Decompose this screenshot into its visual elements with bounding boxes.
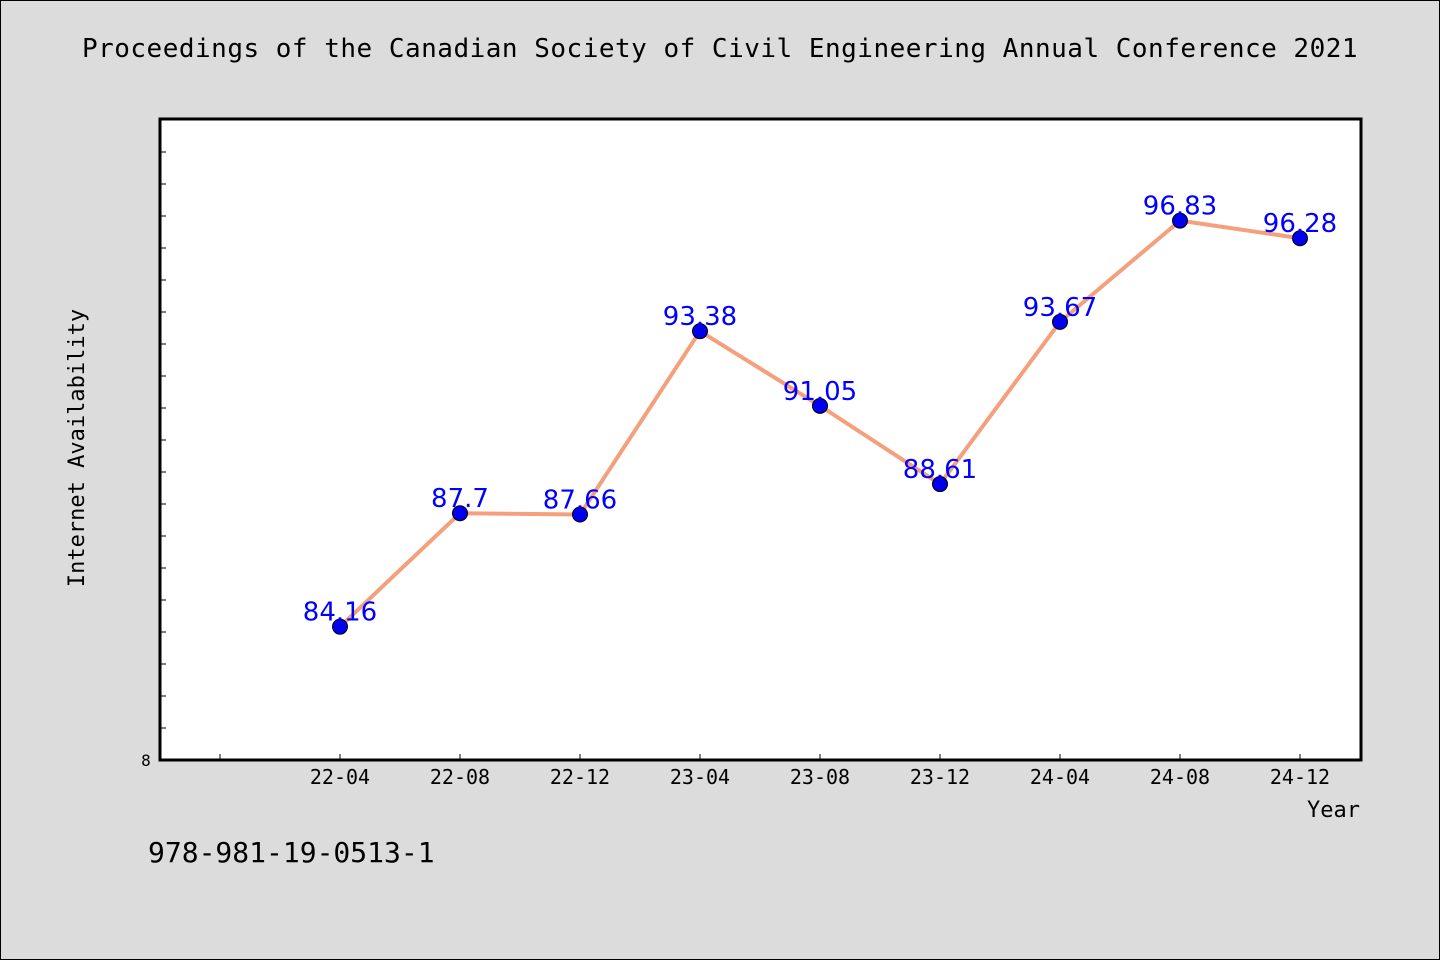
x-axis-ticks bbox=[219, 754, 1301, 760]
data-label: 96.28 bbox=[1263, 209, 1337, 239]
data-point bbox=[1172, 212, 1188, 229]
x-tick-label: 23-12 bbox=[910, 765, 970, 789]
x-axis-tick-labels: 22-04 22-08 22-12 23-04 23-08 23-12 24-04 24-08… bbox=[310, 765, 1330, 789]
y-axis-tick-label: 8 bbox=[141, 751, 151, 770]
x-tick-label: 24-04 bbox=[1030, 765, 1090, 789]
x-tick-label: 24-12 bbox=[1270, 765, 1330, 789]
data-label: 88.61 bbox=[903, 455, 977, 485]
data-point bbox=[572, 506, 588, 523]
data-label: 96.83 bbox=[1143, 192, 1217, 222]
chart-title: Proceedings of the Canadian Society of C… bbox=[81, 34, 1359, 64]
y-axis-label: Internet Availability bbox=[65, 309, 90, 587]
data-label: 93.67 bbox=[1023, 293, 1097, 323]
data-label: 91.05 bbox=[783, 377, 857, 407]
y-axis-ticks bbox=[160, 151, 166, 729]
data-point bbox=[812, 397, 828, 414]
x-tick-label: 24-08 bbox=[1150, 765, 1210, 789]
x-tick-label: 22-08 bbox=[430, 765, 490, 789]
x-axis-label: Year bbox=[1307, 798, 1360, 823]
x-tick-label: 22-12 bbox=[550, 765, 610, 789]
data-point bbox=[452, 505, 468, 522]
x-tick-label: 22-04 bbox=[310, 765, 370, 789]
series-layer: 84.16 87.7 87.66 93.38 91.05 88.61 93.67 96.83 9… bbox=[303, 192, 1337, 635]
data-label: 84.16 bbox=[303, 598, 377, 628]
data-point bbox=[1052, 313, 1068, 330]
data-point bbox=[1292, 230, 1308, 247]
data-label: 93.38 bbox=[663, 302, 737, 332]
x-tick-label: 23-04 bbox=[670, 765, 730, 789]
isbn-text: 978-981-19-0513-1 bbox=[148, 836, 435, 869]
data-label: 87.7 bbox=[431, 484, 489, 514]
x-tick-label: 23-08 bbox=[790, 765, 850, 789]
data-point bbox=[692, 323, 708, 340]
plot-area bbox=[158, 117, 1363, 762]
data-point bbox=[332, 618, 348, 635]
data-label: 87.66 bbox=[543, 485, 617, 515]
data-point bbox=[932, 476, 948, 493]
